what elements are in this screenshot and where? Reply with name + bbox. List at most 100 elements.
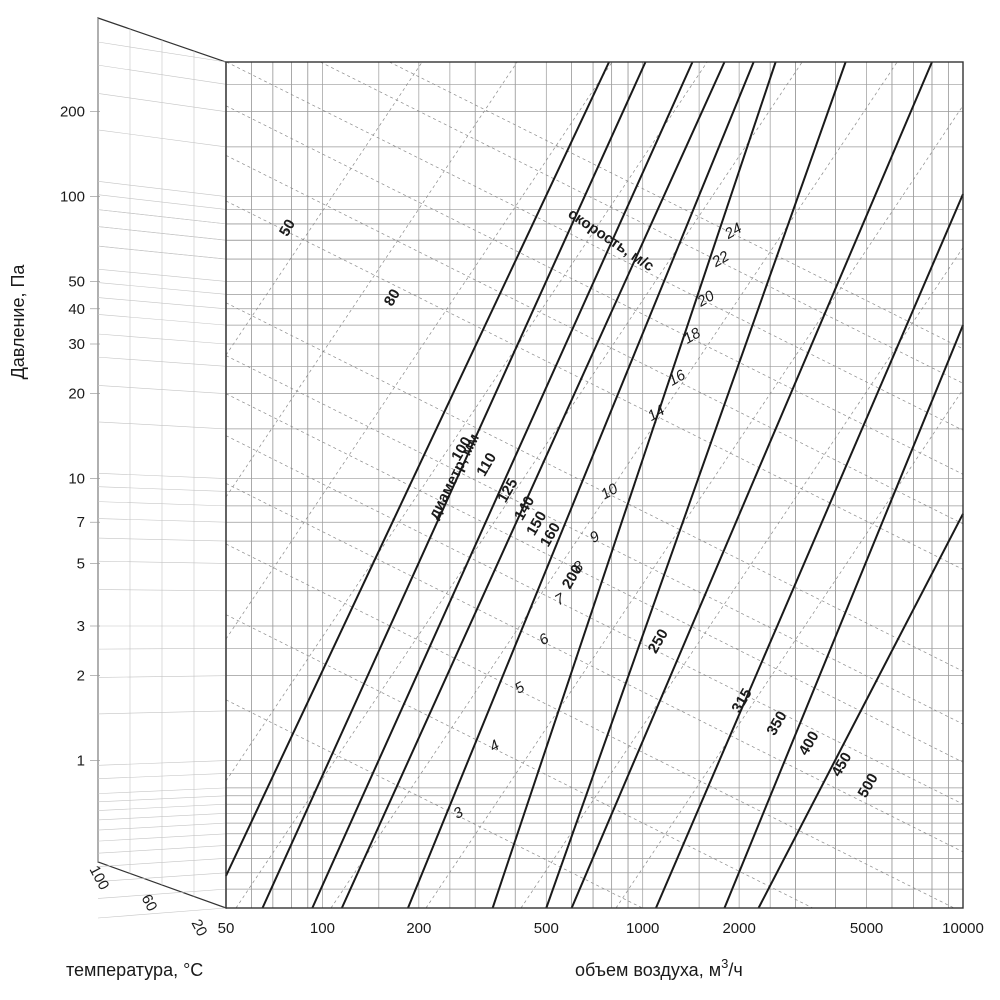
temperature-grid-line [97,129,227,148]
velocity-lines [225,61,964,909]
temperature-grid-line [97,93,227,112]
velocity-line [226,61,964,431]
velocity-label-24: 24 [721,220,745,244]
y-axis-ticks: 200 100 50 40 30 20 10 7 5 3 2 1 [60,104,100,770]
temperature-grid-line [97,675,227,678]
plot-frame [225,61,964,909]
temperature-grid-line [97,872,227,882]
velocity-label-20: 20 [693,287,717,311]
extra-label: 80 [381,286,404,309]
y-tick-label: 10 [68,471,85,488]
diameter-line-400 [757,513,964,909]
temperature-grid-line [97,333,227,345]
temperature-grid-line [97,888,227,899]
x-axis-title-main: объем воздуха, м [575,960,721,980]
x-tick-label: 200 [406,920,431,937]
diameter-line-125 [311,61,694,909]
helper-line [225,61,708,782]
temperature-grid-line [97,858,227,867]
temperature-ticks: 100 60 20 [86,863,211,939]
temperature-grid-line [97,795,227,803]
temperature-grid-line [97,822,227,831]
temperature-grid-line [97,486,227,492]
helper-line [235,61,803,909]
helper-line [425,105,964,909]
velocity-label-5: 5 [512,678,528,697]
y-tick-label: 3 [77,618,85,635]
temperature-grid-line [97,803,227,811]
temperature-grid-line [97,907,227,919]
x-tick-label: 5000 [850,920,883,937]
temperature-grid-line [97,245,227,260]
extra-labels: 50 80 [276,216,404,309]
x-axis-title: объем воздуха, м3/ч [575,956,743,980]
x-axis-title-sup: 3 [721,956,728,971]
x-axis-ticks: 50 100 200 500 1000 2000 5000 10000 [218,920,984,937]
temperature-grid-line [97,194,227,210]
velocity-label-4: 4 [487,737,503,756]
temperature-grid-line [97,787,227,794]
temperature-grid-line [97,64,227,85]
temperature-grid-line [97,773,227,779]
temperature-tick-label: 60 [138,892,161,915]
velocity-line [225,614,813,909]
diameter-label-500: 500 [855,771,882,801]
temperature-grid-line [97,297,227,310]
y-tick-label: 5 [77,555,85,572]
y-tick-label: 2 [77,668,85,685]
temperature-grid-line [97,209,227,225]
helper-line [225,61,613,640]
diameter-line-350 [723,324,964,909]
x-axis-title-tail: /ч [728,960,742,980]
temperature-grid-line [97,41,227,63]
helper-line [520,247,964,909]
x-tick-label: 50 [218,920,235,937]
temperature-tick-label: 100 [86,863,113,893]
main-frame [225,61,964,909]
plot-grid [225,61,964,909]
diameter-line-200 [545,61,847,909]
x-tick-label: 1000 [626,920,659,937]
velocity-label-7: 7 [552,590,568,609]
velocity-label-14: 14 [645,402,668,425]
helper-line [225,61,423,356]
temperature-axis-title: температура, °C [66,960,203,980]
velocity-line [225,483,964,853]
diameter-label-400: 400 [795,728,822,758]
diameter-label-110: 110 [473,450,500,479]
temperature-grid-line [97,421,227,430]
temperature-grid-line [97,833,227,842]
diameter-label-450: 450 [828,749,855,779]
diameter-line-315 [655,193,964,909]
y-tick-label: 30 [68,336,85,353]
y-tick-label: 20 [68,386,85,403]
velocity-line [389,61,964,350]
extra-label: 50 [276,216,299,239]
helper-line [615,389,964,909]
velocity-line [225,435,964,805]
x-tick-label: 500 [534,920,559,937]
velocity-line [225,543,955,909]
velocity-line [225,355,964,725]
diameter-line-250 [570,61,933,909]
velocity-line [225,200,964,570]
temperature-grid-line [97,648,227,650]
diameter-line-110 [261,61,647,909]
temperature-panel [97,17,227,919]
temperature-grid-line [97,813,227,821]
x-tick-label: 2000 [722,920,755,937]
velocity-label-6: 6 [536,630,552,649]
temperature-grid-line [97,314,227,326]
temperature-grid-line [97,501,227,507]
temperature-grid-line [97,560,227,564]
temperature-grid-line [97,268,227,282]
temperature-grid-line [97,589,227,592]
temperature-grid-line [97,710,227,715]
y-tick-label: 40 [68,301,85,318]
y-tick-label: 200 [60,104,85,121]
diameter-line-150 [407,61,755,909]
y-tick-label: 7 [77,514,85,531]
